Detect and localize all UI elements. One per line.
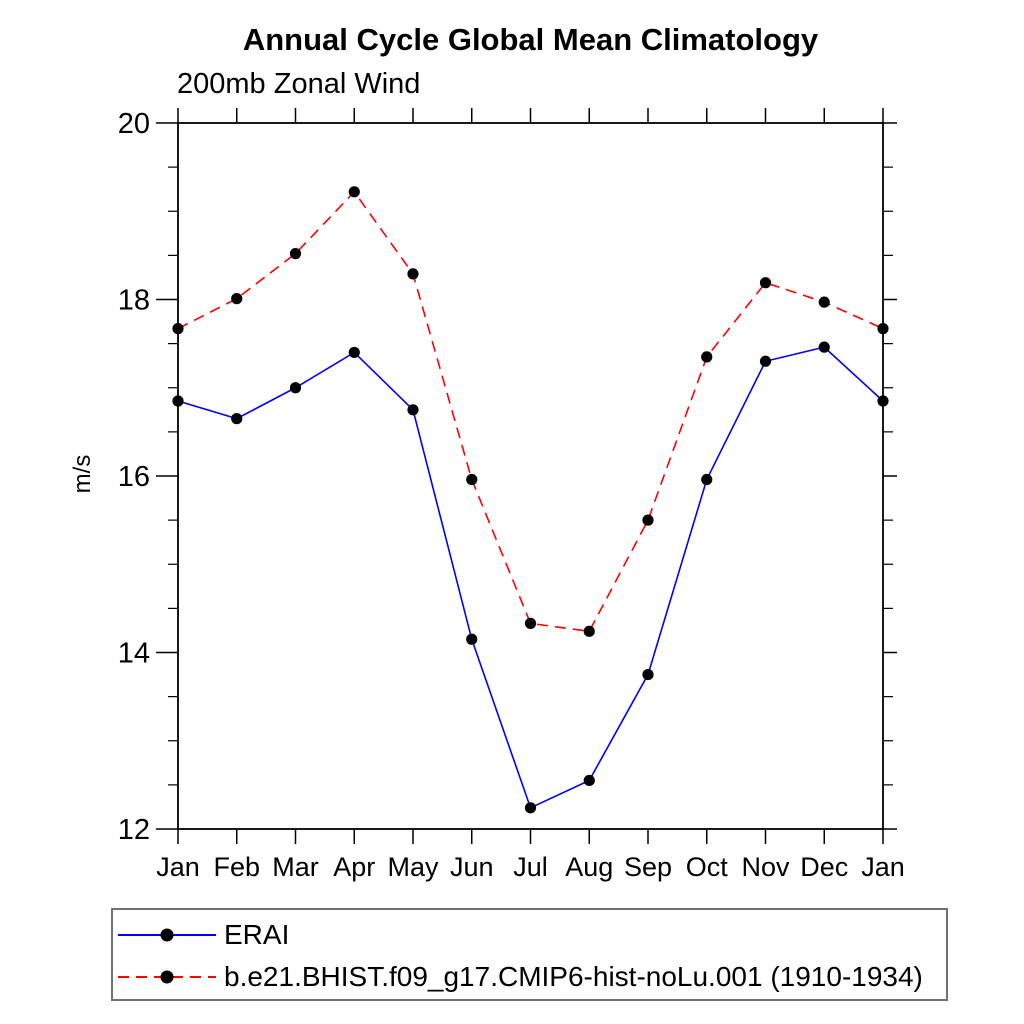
data-marker-erai [466, 633, 478, 645]
series-line-erai [177, 346, 884, 809]
data-marker-model [759, 277, 772, 289]
legend-item-model: b.e21.BHIST.f09_g17.CMIP6-hist-noLu.001 … [116, 958, 923, 996]
plot-frame [177, 122, 884, 830]
legend-line-sample-erai [118, 928, 216, 942]
data-marker-erai [231, 413, 243, 425]
data-marker-erai [407, 404, 419, 416]
data-marker-erai [348, 346, 360, 359]
data-marker-erai [759, 355, 772, 367]
data-marker-erai [701, 473, 713, 486]
x-tick-label: Jan [156, 852, 200, 882]
legend-item-erai: ERAI [116, 916, 289, 954]
series-line-model [177, 190, 884, 633]
x-tick-label: Oct [686, 852, 729, 882]
legend-box: ERAI b.e21.BHIST.f09_g17.CMIP6-hist-noLu… [111, 908, 948, 1001]
legend-line-sample-model [118, 970, 216, 984]
data-marker-erai [583, 774, 595, 787]
x-tick-label: Jun [450, 852, 494, 882]
y-tick-label: 14 [118, 638, 150, 670]
data-marker-model [289, 248, 302, 260]
x-tick-label: May [387, 852, 439, 882]
legend-label-erai: ERAI [224, 919, 290, 950]
data-marker-erai [642, 668, 654, 681]
legend-label-model: b.e21.BHIST.f09_g17.CMIP6-hist-noLu.001 … [224, 961, 923, 992]
chart-title: Annual Cycle Global Mean Climatology [242, 22, 819, 57]
data-marker-model [172, 323, 184, 335]
data-marker-erai [172, 395, 184, 407]
data-marker-model [524, 617, 537, 629]
x-tick-label: Aug [565, 852, 613, 882]
y-tick-label: 16 [118, 461, 150, 493]
legend-sample-marker [160, 970, 174, 984]
data-marker-erai [524, 802, 537, 814]
x-tick-label: Jan [861, 852, 905, 882]
x-tick-label: Nov [741, 852, 790, 882]
data-marker-model [583, 625, 595, 637]
data-marker-model [231, 293, 243, 305]
y-tick-label: 12 [118, 814, 150, 846]
x-tick-label: Feb [213, 852, 260, 882]
x-tick-label: Sep [624, 852, 672, 882]
x-tick-label: Dec [800, 852, 848, 882]
y-tick-label: 18 [118, 285, 150, 317]
data-marker-model [818, 296, 830, 308]
data-marker-model [877, 323, 889, 335]
data-marker-model [407, 268, 419, 280]
x-tick-label: Jul [513, 852, 548, 882]
data-marker-erai [818, 341, 830, 353]
data-marker-model [642, 514, 654, 526]
data-marker-model [466, 473, 478, 486]
data-marker-model [701, 351, 713, 363]
legend-sample-marker [160, 928, 174, 942]
data-marker-model [348, 186, 360, 198]
chart-subtitle: 200mb Zonal Wind [177, 68, 421, 100]
data-marker-erai [289, 382, 302, 394]
y-tick-label: 20 [118, 108, 150, 140]
data-marker-erai [877, 395, 889, 407]
x-tick-label: Apr [333, 852, 375, 882]
x-tick-label: Mar [272, 852, 319, 882]
